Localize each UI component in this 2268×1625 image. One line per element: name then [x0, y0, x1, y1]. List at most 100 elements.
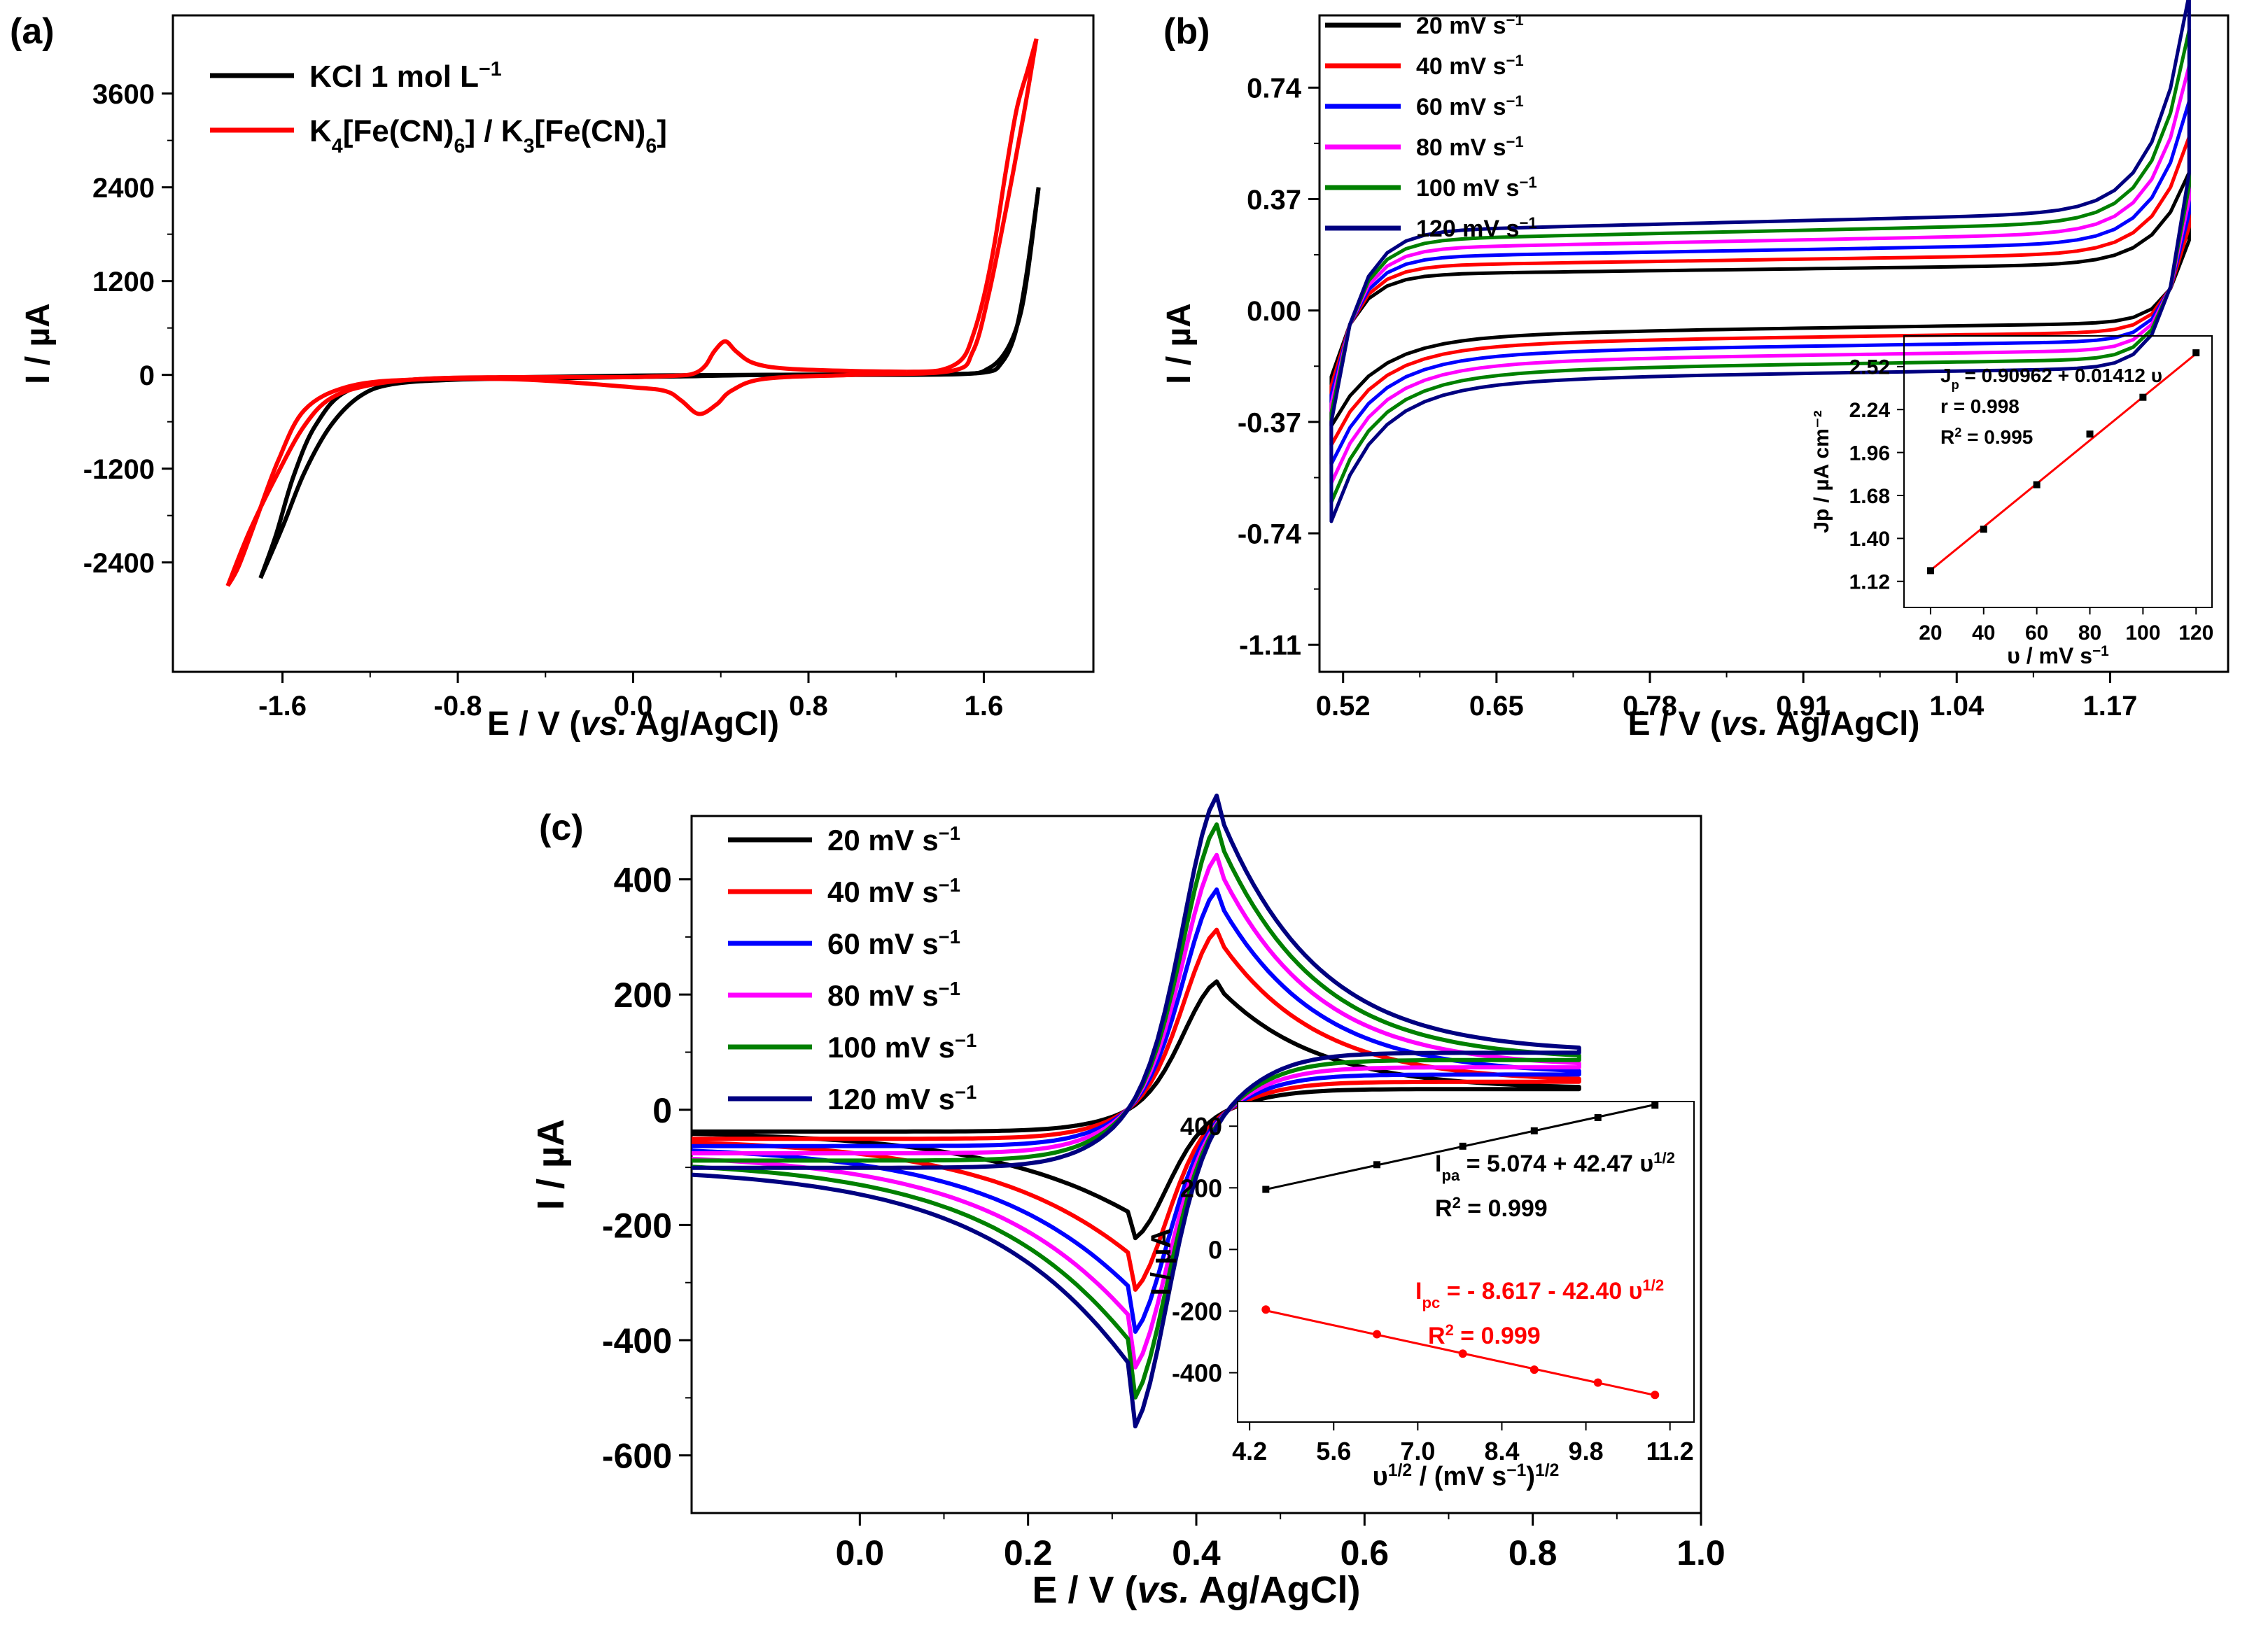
x-tick-label: 0.8 — [1508, 1533, 1558, 1573]
panel-b-legend: 20 mV s−140 mV s−160 mV s−180 mV s−1100 … — [1325, 11, 1537, 243]
y-tick-label: 1.68 — [1849, 485, 1890, 508]
y-tick-label: -600 — [602, 1437, 672, 1476]
y-tick-label: -400 — [602, 1321, 672, 1360]
inset-c-ipa-r2-part: R — [1435, 1195, 1452, 1222]
legend-c-5-label: 120 mV s−1 — [827, 1081, 976, 1116]
x-axis-title-part: E / V ( — [1628, 705, 1721, 743]
inset-b-point — [1980, 526, 1987, 533]
legend-c-3-label-part: −1 — [939, 978, 960, 999]
legend-c-3-label-part: 80 mV s — [827, 979, 939, 1012]
y-tick-label: -0.74 — [1238, 519, 1302, 549]
legend-c-1-label: 40 mV s−1 — [827, 874, 960, 909]
panel-b: (b) 0.52 0.65 0.78 0.91 1.04 1.17 -1.11 -0.74 -0… — [1161, 0, 2230, 743]
y-axis-title: I / µA — [530, 1119, 572, 1210]
inset-c-ipa-equation-part: I — [1435, 1151, 1441, 1177]
panel-c-plot-area: 0.0 0.2 0.4 0.6 0.8 1.0 -600 -400 -200 0 200 400 E /… — [530, 793, 1726, 1611]
x-tick-label: 40 — [1972, 621, 1995, 645]
cv-curve-100 — [1329, 28, 2191, 505]
panel-c: (c) 0.0 0.2 0.4 0.6 0.8 1.0 -600 -400 -200 0 200 40… — [530, 793, 1726, 1611]
inset-b-x-title-part: υ / mV s — [2007, 643, 2092, 668]
inset-b-equation: Jp = 0.90962 + 0.01412 υ — [1940, 365, 2162, 392]
y-tick-label: -1200 — [83, 454, 155, 485]
cv-curve-c-3 — [691, 852, 1581, 1370]
x-tick-label: 1.6 — [965, 691, 1004, 722]
legend-b-100-label-part: −1 — [1519, 174, 1536, 191]
inset-b-r2: R2 = 0.995 — [1940, 425, 2033, 448]
legend-b-100-label-part: 100 mV s — [1416, 175, 1519, 202]
inset-c-x-title-part: ) — [1526, 1462, 1535, 1491]
cv-curve-80 — [1329, 64, 2191, 485]
x-tick-label: 0.4 — [1172, 1533, 1221, 1573]
y-tick-label: -200 — [1172, 1297, 1222, 1325]
panel-c-label: (c) — [539, 808, 584, 848]
legend-a-ferro-label-part: 4 — [332, 135, 343, 157]
legend-b-80-label: 80 mV s−1 — [1416, 133, 1524, 162]
y-tick-label: 400 — [1180, 1112, 1222, 1141]
cv-curve-c-5 — [691, 793, 1581, 1429]
inset-b-point — [2086, 430, 2094, 438]
x-tick-label: 4.2 — [1232, 1437, 1267, 1465]
x-tick-label: 0.2 — [1004, 1533, 1053, 1573]
x-tick-label: 8.4 — [1484, 1437, 1519, 1465]
inset-b-point — [2192, 349, 2200, 357]
inset-c-point-ipc — [1651, 1391, 1660, 1400]
inset-c-point-ipc — [1530, 1365, 1539, 1374]
cv-curve-c-1 — [691, 927, 1581, 1292]
x-tick-label: 120 — [2178, 621, 2213, 645]
inset-c-ipa-r2-part: = 0.999 — [1461, 1195, 1548, 1222]
x-tick-label: 11.2 — [1646, 1437, 1694, 1465]
legend-c-2-label-part: −1 — [939, 926, 960, 948]
x-axis-title-part: vs. — [1138, 1569, 1190, 1611]
x-axis-title: E / V (vs. Ag/AgCl) — [1628, 705, 1920, 743]
y-tick-label: 0 — [652, 1091, 672, 1130]
y-tick-label: 1.96 — [1849, 442, 1890, 465]
x-tick-label: 1.0 — [1676, 1533, 1726, 1573]
legend-a-kcl-label: KCl 1 mol L−1 — [309, 58, 502, 94]
inset-c-ipc-equation-part: pc — [1422, 1294, 1440, 1311]
legend-b-20-label-part: −1 — [1506, 11, 1524, 29]
y-tick-label: 1.12 — [1849, 571, 1890, 594]
inset-b-r: r = 0.998 — [1940, 395, 2019, 417]
inset-c-ipa-r2-part: 2 — [1452, 1194, 1461, 1211]
x-tick-label: -1.6 — [258, 691, 307, 722]
legend-a-ferro-label: K4[Fe(CN)6] / K3[Fe(CN)6] — [309, 114, 667, 157]
y-tick-label: 0.37 — [1247, 185, 1301, 216]
legend-b-80-label-part: 80 mV s — [1416, 134, 1506, 161]
y-tick-label: -2400 — [83, 548, 155, 579]
y-tick-label: 1.40 — [1849, 528, 1890, 551]
inset-c-point-ipc — [1261, 1305, 1270, 1314]
x-tick-label: 60 — [2025, 621, 2048, 645]
cv-curve-ferro — [633, 339, 907, 379]
x-tick-label: 20 — [1919, 621, 1942, 645]
inset-c-ipa-r2: R2 = 0.999 — [1435, 1194, 1548, 1223]
legend-c-5-label-part: 120 mV s — [827, 1083, 955, 1116]
inset-c-point-ipa — [1459, 1142, 1466, 1150]
panel-b-label: (b) — [1163, 11, 1210, 52]
x-tick-label: -0.8 — [434, 691, 482, 722]
y-tick-label: -400 — [1172, 1358, 1222, 1387]
inset-c-point-ipc — [1593, 1378, 1602, 1387]
x-axis-title: E / V (vs. Ag/AgCl) — [1032, 1569, 1360, 1611]
inset-c-ipc-r2: R2 = 0.999 — [1428, 1321, 1541, 1350]
inset-c-x-title-part: υ — [1373, 1462, 1388, 1491]
legend-a-ferro-label-part: ] — [657, 114, 667, 148]
x-axis-title: E / V (vs. Ag/AgCl) — [487, 705, 779, 743]
inset-b-equation-part: p — [1952, 378, 1959, 392]
legend-c-1-label-part: −1 — [939, 874, 960, 896]
y-tick-label: 2400 — [92, 173, 155, 204]
inset-c-point-ipa — [1651, 1102, 1659, 1109]
legend-b-20-label: 20 mV s−1 — [1416, 11, 1524, 40]
inset-c-ipa-equation-part: pa — [1441, 1167, 1460, 1184]
inset-c-point-ipa — [1262, 1186, 1270, 1193]
inset-b-point — [1926, 567, 1934, 575]
panel-a-label: (a) — [10, 11, 55, 52]
cv-curve-120 — [1329, 0, 2191, 523]
legend-b-120-label: 120 mV s−1 — [1416, 214, 1537, 243]
cv-curve-ferro — [225, 38, 1039, 587]
legend-c-3-label: 80 mV s−1 — [827, 978, 960, 1013]
y-tick-label: 200 — [614, 976, 672, 1015]
x-tick-label: 0.6 — [1340, 1533, 1390, 1573]
y-tick-label: -0.37 — [1238, 407, 1301, 438]
cv-curve-20 — [1329, 171, 2191, 428]
inset-c-point-ipa — [1594, 1113, 1602, 1121]
